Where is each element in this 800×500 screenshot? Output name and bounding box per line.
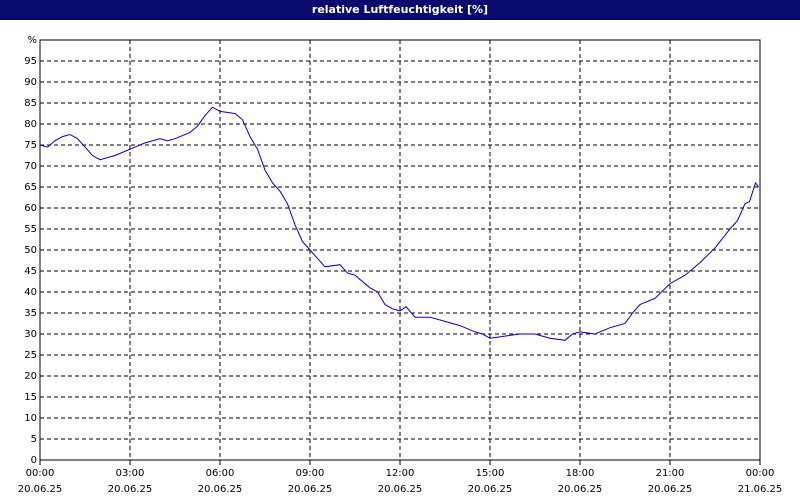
x-tick-date: 21.06.25 (738, 484, 783, 495)
x-tick-date: 20.06.25 (288, 484, 333, 495)
y-tick-label: 5 (31, 434, 37, 445)
y-tick-label: 35 (24, 308, 37, 319)
x-tick-label: 06:00 (206, 468, 235, 479)
y-tick-label: 90 (24, 77, 37, 88)
x-tick-label: 00:00 (746, 468, 775, 479)
y-tick-label: 85 (24, 98, 37, 109)
y-tick-label: 45 (24, 266, 37, 277)
x-tick-label: 00:00 (26, 468, 55, 479)
y-tick-label: 80 (24, 119, 37, 130)
x-tick-label: 15:00 (476, 468, 505, 479)
title-bar: relative Luftfeuchtigkeit [%] (0, 0, 800, 20)
x-tick-date: 20.06.25 (18, 484, 63, 495)
x-tick-date: 20.06.25 (198, 484, 243, 495)
x-tick-date: 20.06.25 (108, 484, 153, 495)
y-tick-label: 60 (24, 203, 37, 214)
y-tick-label: 15 (24, 392, 37, 403)
y-tick-label: 50 (24, 245, 37, 256)
x-tick-date: 20.06.25 (648, 484, 693, 495)
x-tick-label: 03:00 (116, 468, 145, 479)
data-line (39, 106, 759, 341)
x-tick-date: 20.06.25 (558, 484, 603, 495)
y-tick-label: 0 (31, 455, 37, 466)
y-tick-label: 25 (24, 350, 37, 361)
x-tick-label: 18:00 (566, 468, 595, 479)
y-tick-label: 95 (24, 56, 37, 67)
y-tick-label: 40 (24, 287, 37, 298)
x-tick-label: 09:00 (296, 468, 325, 479)
x-tick-label: 21:00 (656, 468, 685, 479)
y-tick-label: 10 (24, 413, 37, 424)
x-tick-date: 20.06.25 (378, 484, 423, 495)
y-tick-label: 65 (24, 182, 37, 193)
y-tick-label: 20 (24, 371, 37, 382)
x-tick-label: 12:00 (386, 468, 415, 479)
y-tick-label: 75 (24, 140, 37, 151)
y-tick-label: 30 (24, 329, 37, 340)
y-tick-label: 55 (24, 224, 37, 235)
x-tick-date: 20.06.25 (468, 484, 513, 495)
y-tick-label: % (27, 35, 37, 46)
y-tick-label: 70 (24, 161, 37, 172)
